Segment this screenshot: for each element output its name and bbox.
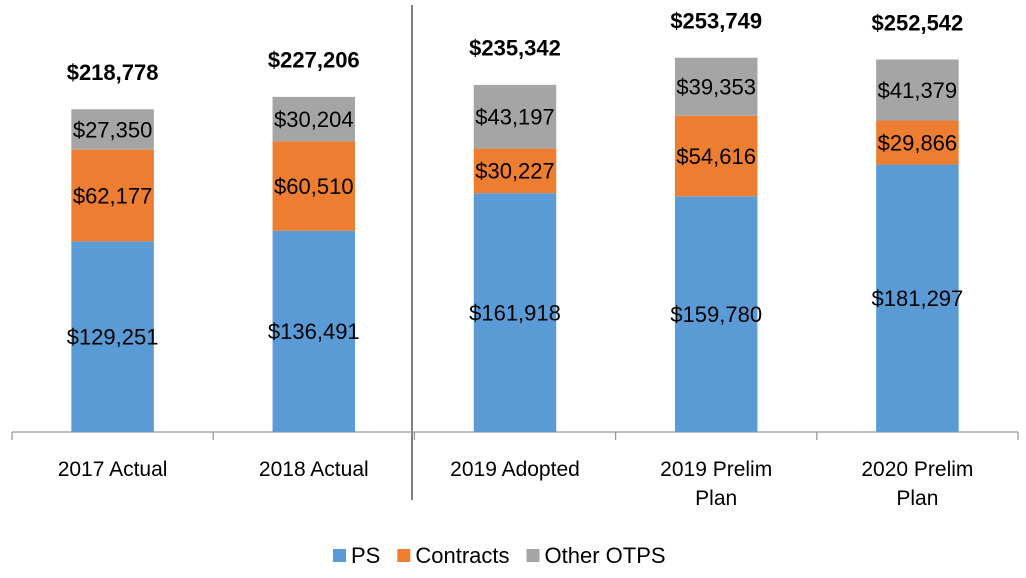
total-label: $252,542 <box>872 10 964 35</box>
bar-segment <box>674 115 758 197</box>
value-label: $41,379 <box>878 78 958 103</box>
value-label: $62,177 <box>73 183 153 208</box>
bar-segment <box>876 164 959 433</box>
legend-label: Contracts <box>415 543 509 568</box>
bar-segment <box>473 84 557 149</box>
x-tick-label: 2019 Adopted <box>450 458 580 481</box>
total-label: $235,342 <box>469 36 561 61</box>
value-label: $39,353 <box>676 75 756 100</box>
value-label: $129,251 <box>67 324 159 349</box>
bar-segment <box>71 109 154 150</box>
bar-segment <box>272 141 356 231</box>
bar-segment <box>473 148 557 194</box>
legend-swatch <box>397 549 411 562</box>
bar-segment <box>674 57 758 116</box>
value-label: $60,510 <box>274 174 354 199</box>
value-label: $30,227 <box>475 159 555 184</box>
total-label: $227,206 <box>268 48 360 73</box>
value-label: $159,780 <box>670 302 762 327</box>
legend-label: Other OTPS <box>545 543 666 568</box>
bar-segment <box>473 193 557 432</box>
value-label: $27,350 <box>73 117 153 142</box>
value-label: $181,297 <box>872 286 964 311</box>
legend-swatch <box>526 549 540 562</box>
x-tick-label: 2019 Prelim Plan <box>660 458 773 510</box>
value-label: $29,866 <box>878 130 958 155</box>
total-label: $218,778 <box>67 60 159 85</box>
bar-segment <box>674 196 758 432</box>
legend-label: PS <box>351 543 380 568</box>
value-label: $136,491 <box>268 319 360 344</box>
bar-segment <box>71 149 154 242</box>
legend-swatch <box>333 549 346 562</box>
bar-segment <box>272 230 356 432</box>
x-tick-label: 2020 Prelim Plan <box>861 458 974 510</box>
total-label: $253,749 <box>670 9 762 34</box>
bar-segment <box>272 96 356 142</box>
x-tick-label: 2017 Actual <box>57 458 168 481</box>
bar-segment <box>876 120 959 165</box>
bar-segment <box>876 59 959 121</box>
value-label: $54,616 <box>676 144 756 169</box>
x-tick-label: 2018 Actual <box>258 458 369 481</box>
value-label: $30,204 <box>274 107 354 132</box>
bar-segment <box>71 241 154 432</box>
value-label: $161,918 <box>469 300 561 325</box>
value-label: $43,197 <box>475 105 555 130</box>
